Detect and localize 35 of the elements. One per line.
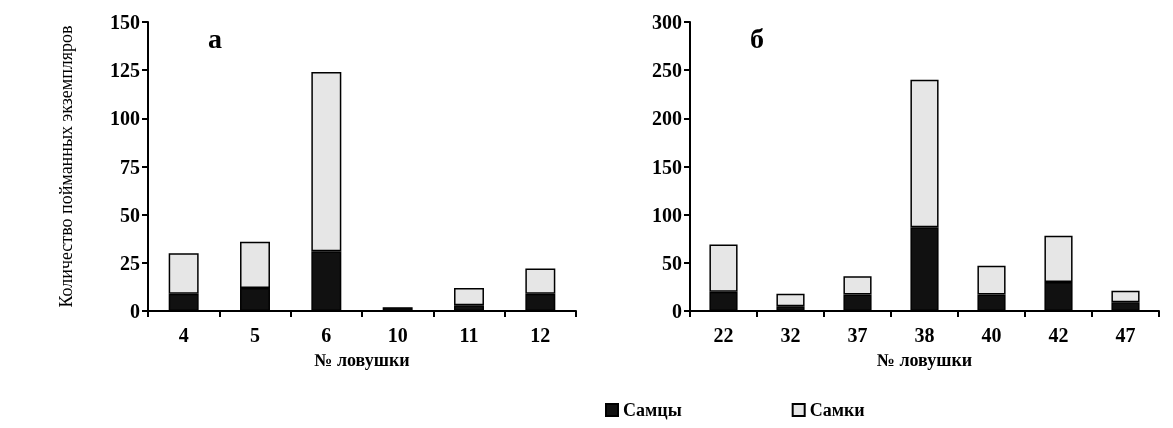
x-tick-label: 22 xyxy=(713,324,734,346)
x-tick-label: 5 xyxy=(250,324,260,346)
x-tick-label: 12 xyxy=(530,324,551,346)
y-axis-title: Количество пойманных экземпляров xyxy=(56,25,76,308)
x-tick-label: 6 xyxy=(321,324,332,346)
y-tick-label: 100 xyxy=(110,107,140,130)
y-tick-label: 150 xyxy=(110,11,140,33)
x-tick-label: 40 xyxy=(981,324,1002,346)
x-tick-label: 11 xyxy=(459,324,479,346)
legend-label: Самки xyxy=(809,400,865,420)
x-tick-label: 32 xyxy=(780,324,801,346)
bar xyxy=(776,293,805,307)
y-tick-label: 50 xyxy=(662,251,682,274)
y-tick-label: 200 xyxy=(652,107,682,130)
annotation: б xyxy=(750,22,764,54)
legend-label: Самцы xyxy=(623,400,682,420)
y-tick-label: 0 xyxy=(130,300,140,322)
x-tick-label: 38 xyxy=(914,324,935,346)
y-tick-label: 25 xyxy=(120,251,140,274)
y-tick-label: 125 xyxy=(110,59,140,82)
x-tick-label: 37 xyxy=(847,324,868,346)
y-tick-label: 300 xyxy=(652,11,682,33)
x-tick-label: 47 xyxy=(1115,324,1136,346)
y-tick-label: 150 xyxy=(652,155,682,178)
x-tick-label: 10 xyxy=(387,324,408,346)
y-tick-label: 100 xyxy=(652,203,682,226)
x-tick-label: 42 xyxy=(1048,324,1069,346)
x-axis-title: № ловушки xyxy=(314,350,410,370)
y-tick-label: 250 xyxy=(652,59,682,82)
x-axis-title: № ловушки xyxy=(876,350,973,370)
y-tick-label: 75 xyxy=(120,155,140,178)
y-tick-label: 50 xyxy=(120,203,140,226)
y-tick-label: 0 xyxy=(672,300,682,322)
x-tick-label: 4 xyxy=(178,324,189,346)
annotation: а xyxy=(208,22,222,54)
